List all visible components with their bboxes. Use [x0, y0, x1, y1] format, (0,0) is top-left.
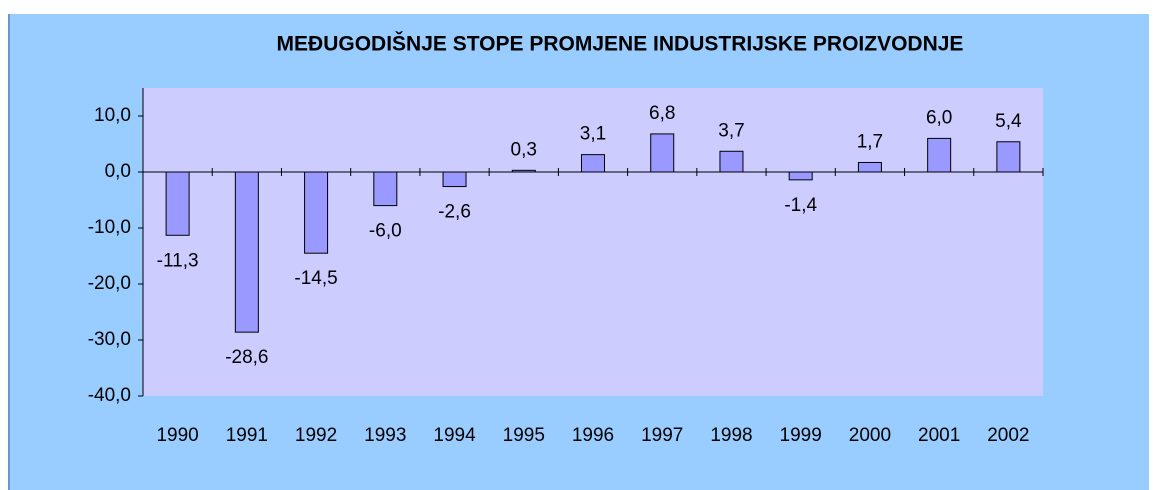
y-tick-label: 10,0 [94, 105, 131, 126]
x-tick-label: 2002 [987, 425, 1029, 446]
x-tick-label: 2001 [918, 425, 960, 446]
x-tick-label: 1991 [226, 425, 268, 446]
value-label: -28,6 [225, 347, 268, 368]
bar [581, 154, 605, 173]
value-label: 6,8 [649, 103, 675, 124]
value-label: -6,0 [369, 221, 402, 242]
value-label: 1,7 [857, 131, 883, 152]
x-tick-label: 1990 [156, 425, 198, 446]
y-tick-label: -40,0 [88, 385, 131, 406]
bar [373, 171, 398, 207]
x-tick-label: 1995 [503, 425, 545, 446]
x-tick-label: 1994 [433, 425, 476, 446]
bar [442, 171, 467, 188]
y-tick-label: -30,0 [88, 329, 131, 350]
value-label: -1,4 [784, 195, 817, 216]
y-tick-label: -20,0 [88, 273, 131, 294]
bar [788, 171, 813, 181]
y-tick-label: 0,0 [105, 161, 131, 182]
x-tick-label: 2000 [849, 425, 891, 446]
x-tick-label: 1993 [364, 425, 406, 446]
x-tick-label: 1999 [780, 425, 822, 446]
bar [650, 133, 675, 173]
value-label: -14,5 [294, 268, 337, 289]
value-label: 3,1 [580, 124, 606, 145]
bar [996, 141, 1021, 173]
bar [719, 150, 744, 173]
x-tick-label: 1997 [641, 425, 683, 446]
bar [511, 169, 536, 173]
chart-title: MEĐUGODIŠNJE STOPE PROMJENE INDUSTRIJSKE… [277, 32, 964, 56]
bar [234, 171, 259, 333]
value-label: -11,3 [157, 250, 199, 271]
value-label: 6,0 [926, 107, 952, 128]
x-tick-label: 1998 [710, 425, 752, 446]
value-label: 5,4 [995, 111, 1022, 132]
bar [927, 137, 952, 173]
y-tick-label: -10,0 [88, 217, 131, 238]
value-label: 3,7 [718, 120, 744, 141]
x-tick-label: 1996 [572, 425, 614, 446]
bar [165, 171, 190, 236]
plot-area [143, 88, 1043, 396]
x-tick-label: 1992 [295, 425, 337, 446]
value-label: -2,6 [438, 202, 471, 223]
value-label: 0,3 [511, 139, 537, 160]
bar [857, 161, 882, 173]
bar [304, 171, 329, 254]
